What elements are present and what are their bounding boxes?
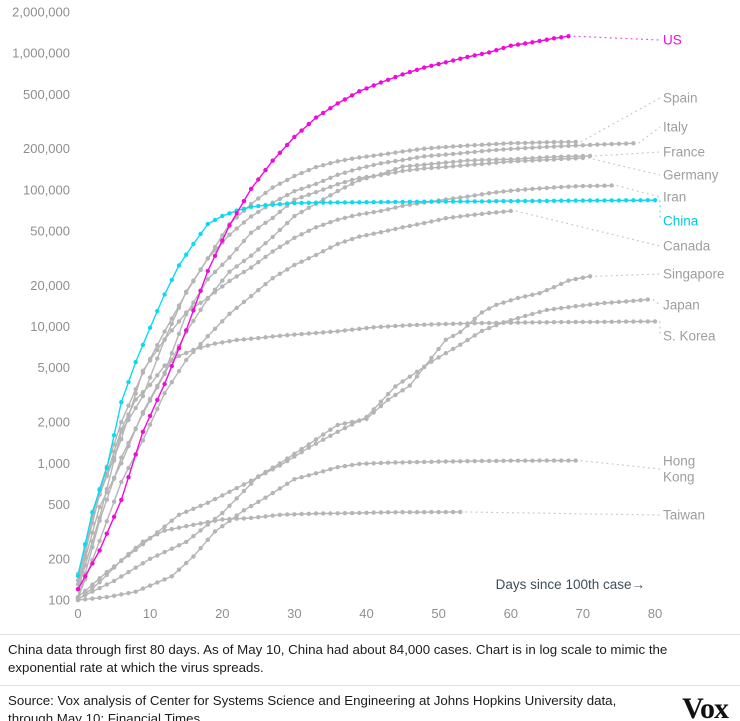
x-axis-tick-label: 0 — [74, 606, 81, 621]
leader-line-spain — [580, 97, 661, 143]
series-label-china: China — [663, 214, 699, 229]
series-line-hong-kong — [77, 459, 576, 601]
series-label-hong-kong: Hong Kong — [663, 454, 695, 485]
series-label-france: France — [663, 145, 705, 160]
chart-area: 2,000,000 1,000,000 500,000 200,000 100,000 5… — [12, 5, 725, 622]
y-axis-tick-label: 2,000 — [37, 415, 70, 430]
leader-line-singapore — [595, 273, 661, 277]
leader-line-france — [595, 151, 661, 157]
series-label-s-korea: S. Korea — [663, 329, 716, 344]
y-axis-tick-label: 500,000 — [23, 87, 70, 102]
y-axis-tick-label: 1,000 — [37, 456, 70, 471]
series-label-spain: Spain — [663, 91, 698, 106]
leader-line-iran — [616, 184, 661, 198]
x-axis-tick-label: 10 — [143, 606, 157, 621]
series-line-taiwan — [77, 511, 461, 601]
y-axis-tick-label: 100,000 — [23, 182, 70, 197]
series-line-us — [77, 35, 569, 590]
series-label-singapore: Singapore — [663, 267, 725, 282]
series-line-italy — [77, 142, 634, 575]
series-label-us: US — [663, 33, 682, 48]
series-us: US — [75, 33, 682, 592]
series-label-canada: Canada — [663, 239, 711, 254]
leader-line-germany — [587, 157, 661, 176]
y-axis-tick-label: 2,000,000 — [12, 5, 70, 20]
y-axis-tick-label: 200 — [48, 551, 70, 566]
series-canada: Canada — [75, 208, 711, 601]
leader-line-canada — [515, 210, 661, 247]
x-axis-tick-label: 50 — [431, 606, 445, 621]
covid-cases-log-chart: 2,000,000 1,000,000 500,000 200,000 100,000 5… — [12, 5, 725, 622]
series-label-taiwan: Taiwan — [663, 508, 705, 523]
leader-line-italy — [638, 126, 661, 144]
x-axis-tick-label: 40 — [359, 606, 373, 621]
series-china: China — [75, 198, 699, 579]
series-france: France — [75, 145, 705, 603]
y-axis-tick-label: 200,000 — [23, 141, 70, 156]
chart-note: China data through first 80 days. As of … — [8, 642, 668, 676]
series-line-singapore — [77, 275, 591, 600]
series-iran: Iran — [75, 183, 686, 583]
x-axis-tick-label: 70 — [576, 606, 590, 621]
y-axis-tick-label: 20,000 — [30, 278, 70, 293]
leader-line-us — [573, 35, 661, 41]
y-axis-tick-label: 10,000 — [30, 319, 70, 334]
y-axis-tick-label: 500 — [48, 497, 70, 512]
source-row: Source: Vox analysis of Center for Syste… — [0, 686, 740, 721]
series-taiwan: Taiwan — [75, 508, 705, 603]
divider-top — [0, 634, 740, 635]
x-axis-tick-label: 20 — [215, 606, 229, 621]
y-axis-tick-label: 100 — [48, 593, 70, 608]
y-axis-tick-label: 50,000 — [30, 224, 70, 239]
y-axis-tick-label: 5,000 — [37, 360, 70, 375]
divider-bottom — [0, 684, 740, 686]
series-italy: Italy — [75, 120, 688, 577]
x-axis-tick-label: 60 — [504, 606, 518, 621]
series-label-iran: Iran — [663, 190, 686, 205]
series-label-japan: Japan — [663, 298, 700, 313]
series-line-spain — [77, 141, 576, 590]
x-axis-title: Days since 100th case→ — [496, 577, 645, 592]
x-axis-tick-label: 30 — [287, 606, 301, 621]
series-line-iran — [77, 184, 612, 581]
vox-logo: Vox — [682, 691, 729, 721]
series-label-germany: Germany — [663, 168, 719, 183]
series-hong-kong: Hong Kong — [75, 454, 695, 603]
y-axis-tick-label: 1,000,000 — [12, 46, 70, 61]
series-label-italy: Italy — [663, 120, 688, 135]
leader-line-hong-kong — [580, 460, 661, 470]
series-line-china — [77, 199, 655, 577]
series-spain: Spain — [75, 91, 698, 592]
series-japan: Japan — [75, 297, 700, 600]
series-s-korea: S. Korea — [75, 319, 716, 600]
x-axis-tick-label: 80 — [648, 606, 662, 621]
leader-line-japan — [652, 299, 661, 306]
source-note: Source: Vox analysis of Center for Syste… — [8, 692, 617, 721]
leader-line-taiwan — [465, 511, 661, 516]
